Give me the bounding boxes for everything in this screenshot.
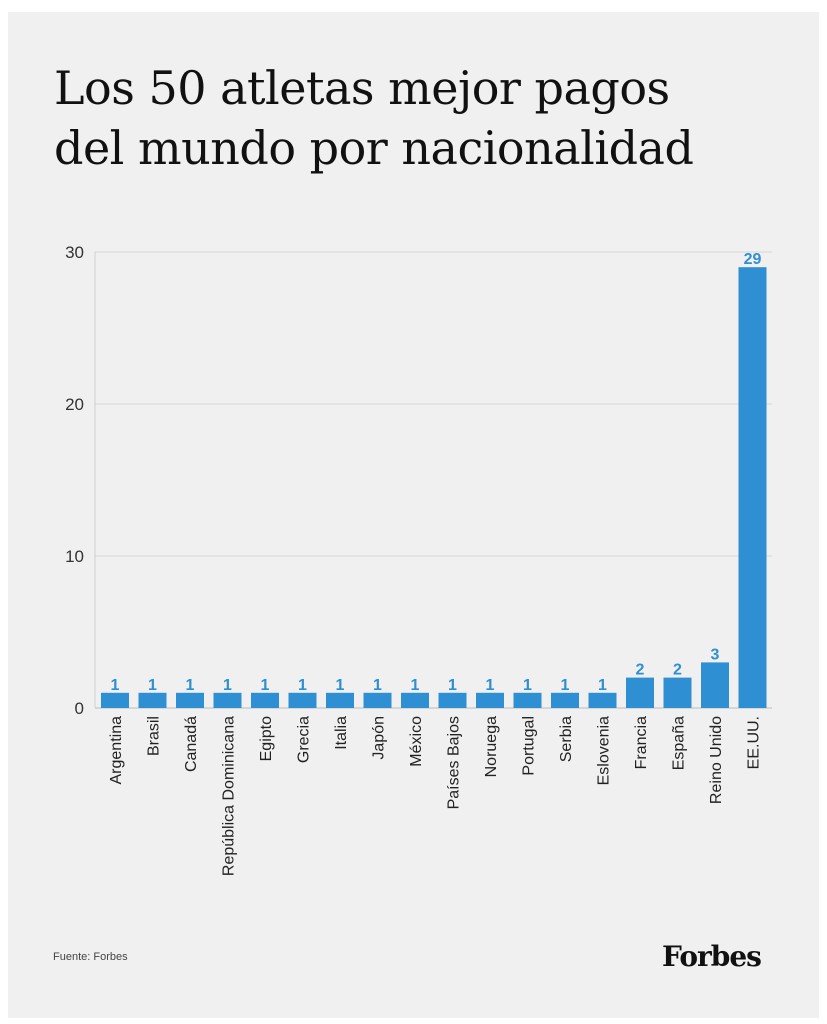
bar xyxy=(213,692,242,708)
data-label: 1 xyxy=(186,677,195,694)
x-tick-label: EE.UU. xyxy=(746,716,763,769)
data-label: 2 xyxy=(673,662,682,679)
bar xyxy=(626,677,654,708)
bar xyxy=(138,692,167,708)
x-tick-label: Argentina xyxy=(108,716,125,785)
x-tick-label: Reino Unido xyxy=(708,716,725,804)
x-tick-label: Italia xyxy=(333,716,350,750)
y-tick-label: 0 xyxy=(75,699,84,718)
y-tick-label: 30 xyxy=(65,243,84,262)
data-label: 1 xyxy=(261,677,270,694)
forbes-logo: Forbes xyxy=(662,940,762,973)
x-tick-label: Eslovenia xyxy=(596,716,613,785)
x-tick-label: Noruega xyxy=(483,716,500,777)
chart-title: Los 50 atletas mejor pagos del mundo por… xyxy=(54,58,794,178)
data-label: 1 xyxy=(411,677,420,694)
x-tick-label: México xyxy=(408,716,425,767)
data-label: 1 xyxy=(523,677,532,694)
x-tick-label: Canadá xyxy=(183,716,200,772)
bar xyxy=(588,692,617,708)
bar xyxy=(551,692,579,708)
x-tick-label: Brasil xyxy=(146,716,163,756)
bar xyxy=(176,692,204,708)
chart-card xyxy=(8,12,819,1018)
bar xyxy=(401,692,429,708)
bar xyxy=(101,692,129,708)
x-tick-label: República Dominicana xyxy=(221,716,238,876)
bar xyxy=(363,692,392,708)
x-tick-label: Francia xyxy=(633,716,650,769)
data-label: 3 xyxy=(711,646,720,663)
y-tick-label: 10 xyxy=(65,547,84,566)
data-label: 1 xyxy=(373,677,382,694)
data-label: 1 xyxy=(148,677,157,694)
data-label: 1 xyxy=(486,677,495,694)
bar xyxy=(476,692,504,708)
data-label: 29 xyxy=(744,251,762,268)
x-tick-label: Egipto xyxy=(258,716,275,761)
title-line-2: del mundo por nacionalidad xyxy=(54,121,694,175)
x-tick-label: Portugal xyxy=(521,716,538,776)
bar xyxy=(738,267,767,708)
bar xyxy=(663,677,692,708)
bar xyxy=(251,692,279,708)
data-label: 1 xyxy=(448,677,457,694)
x-tick-label: Serbia xyxy=(558,716,575,762)
y-tick-label: 20 xyxy=(65,395,84,414)
data-label: 1 xyxy=(561,677,570,694)
bar xyxy=(288,692,317,708)
data-label: 1 xyxy=(298,677,307,694)
bar xyxy=(513,692,542,708)
bar xyxy=(438,692,467,708)
data-label: 1 xyxy=(598,677,607,694)
x-tick-label: Países Bajos xyxy=(446,716,463,809)
source-note: Fuente: Forbes xyxy=(53,951,128,963)
bar xyxy=(326,692,354,708)
data-label: 2 xyxy=(636,662,645,679)
data-label: 1 xyxy=(336,677,345,694)
data-label: 1 xyxy=(223,677,232,694)
data-label: 1 xyxy=(111,677,120,694)
bar xyxy=(701,662,729,708)
x-tick-label: Grecia xyxy=(296,716,313,763)
x-tick-label: España xyxy=(671,716,688,770)
title-line-1: Los 50 atletas mejor pagos xyxy=(54,61,670,115)
x-tick-label: Japón xyxy=(371,716,388,760)
